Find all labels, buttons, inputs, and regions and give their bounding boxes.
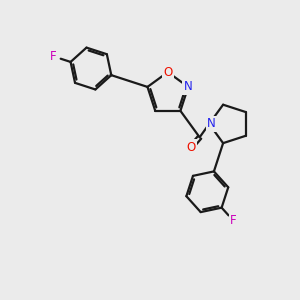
Text: O: O [163,66,172,79]
Text: N: N [207,117,216,130]
Text: O: O [187,141,196,154]
Text: F: F [50,50,57,63]
Text: F: F [230,214,237,227]
Text: N: N [184,80,193,93]
